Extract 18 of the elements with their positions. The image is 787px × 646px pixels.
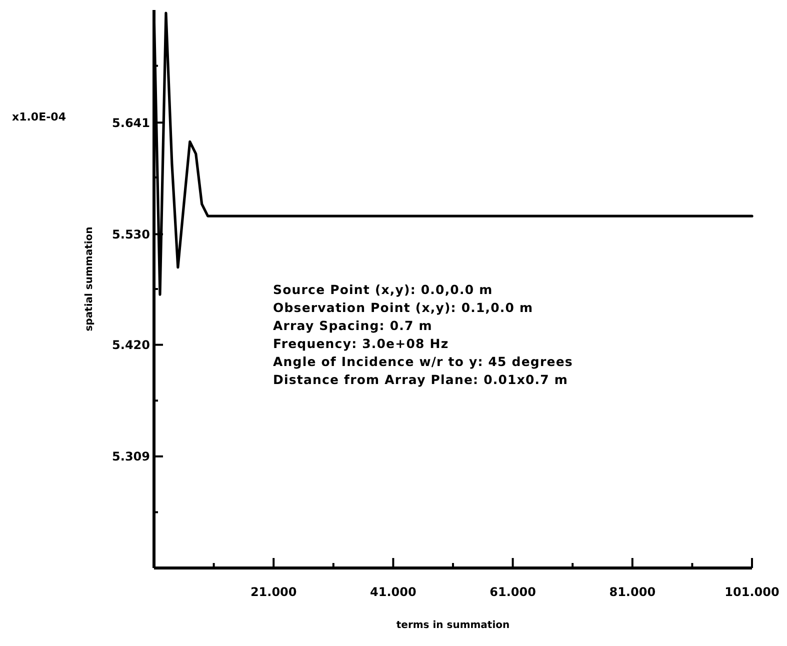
annotation: Source Point (x,y): 0.0,0.0 m — [273, 282, 493, 297]
annotation: Observation Point (x,y): 0.1,0.0 m — [273, 300, 534, 315]
y-tick-label: 5.641 — [112, 116, 150, 130]
x-tick-label: 61.000 — [490, 585, 536, 599]
text: x1.0E-04 — [12, 110, 66, 124]
x-tick-label: 81.000 — [609, 585, 656, 599]
y-tick-label: 5.420 — [112, 338, 150, 352]
x-tick-label: 41.000 — [370, 585, 416, 599]
x-axis-title: terms in summation — [396, 620, 510, 631]
annotation: Array Spacing: 0.7 m — [273, 318, 432, 333]
y-tick-label: 5.309 — [112, 450, 150, 464]
annotation: Distance from Array Plane: 0.01x0.7 m — [273, 372, 568, 387]
y-tick-label: 5.530 — [112, 227, 150, 242]
annotation: Angle of Incidence w/r to y: 45 degrees — [273, 354, 573, 369]
annotation: Frequency: 3.0e+08 Hz — [273, 336, 449, 351]
y-axis-title: spatial summation — [84, 226, 95, 332]
x-tick-label: 21.000 — [250, 585, 297, 599]
x-tick-label: 101.000 — [724, 585, 780, 599]
